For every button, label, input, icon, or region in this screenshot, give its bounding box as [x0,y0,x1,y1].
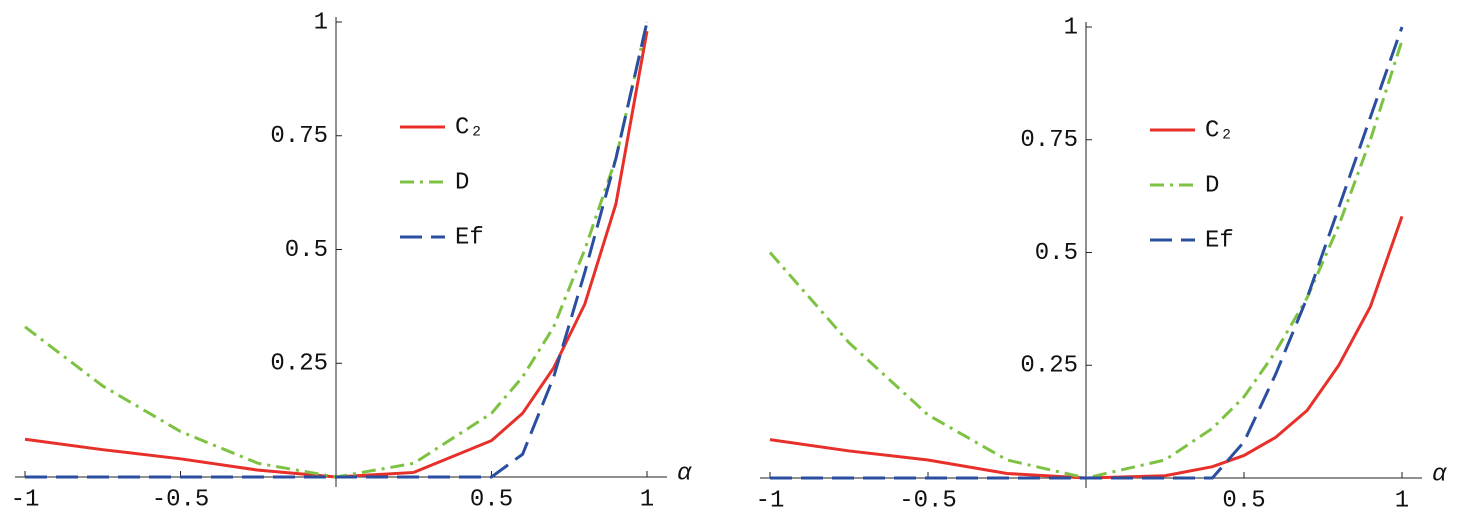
y-tick-label: 0.5 [1035,240,1078,267]
x-tick-label: -1 [11,486,40,513]
y-tick-label: 1 [1064,14,1078,41]
x-axis-label: α [677,460,692,487]
series-line [24,30,649,479]
y-tick-label: 0.25 [1020,353,1078,380]
y-tick-label: 0.75 [270,123,328,150]
legend-label: C₂ [1205,117,1234,144]
x-tick-label: -0.5 [152,486,210,513]
x-tick-label: 0.5 [470,486,513,513]
x-tick-label: -1 [756,487,785,514]
legend-label: D [1205,172,1219,199]
legend-label: D [455,169,469,196]
series-line [770,26,1404,480]
x-tick-label: 1 [1395,487,1409,514]
y-tick-label: 0.75 [1020,127,1078,154]
legend-label: Ef [455,224,484,251]
y-tick-label: 1 [314,9,328,36]
y-tick-label: 0.25 [270,351,328,378]
series-line [25,21,649,479]
legend-label: C₂ [455,114,484,141]
legend-label: Ef [1205,227,1234,254]
x-tick-label: 1 [640,486,654,513]
x-axis-label: α [1432,461,1447,488]
x-tick-label: 0.5 [1222,487,1265,514]
series-line [769,215,1404,480]
y-tick-label: 0.5 [285,237,328,264]
series-line [24,21,649,479]
x-tick-label: -0.5 [899,487,957,514]
